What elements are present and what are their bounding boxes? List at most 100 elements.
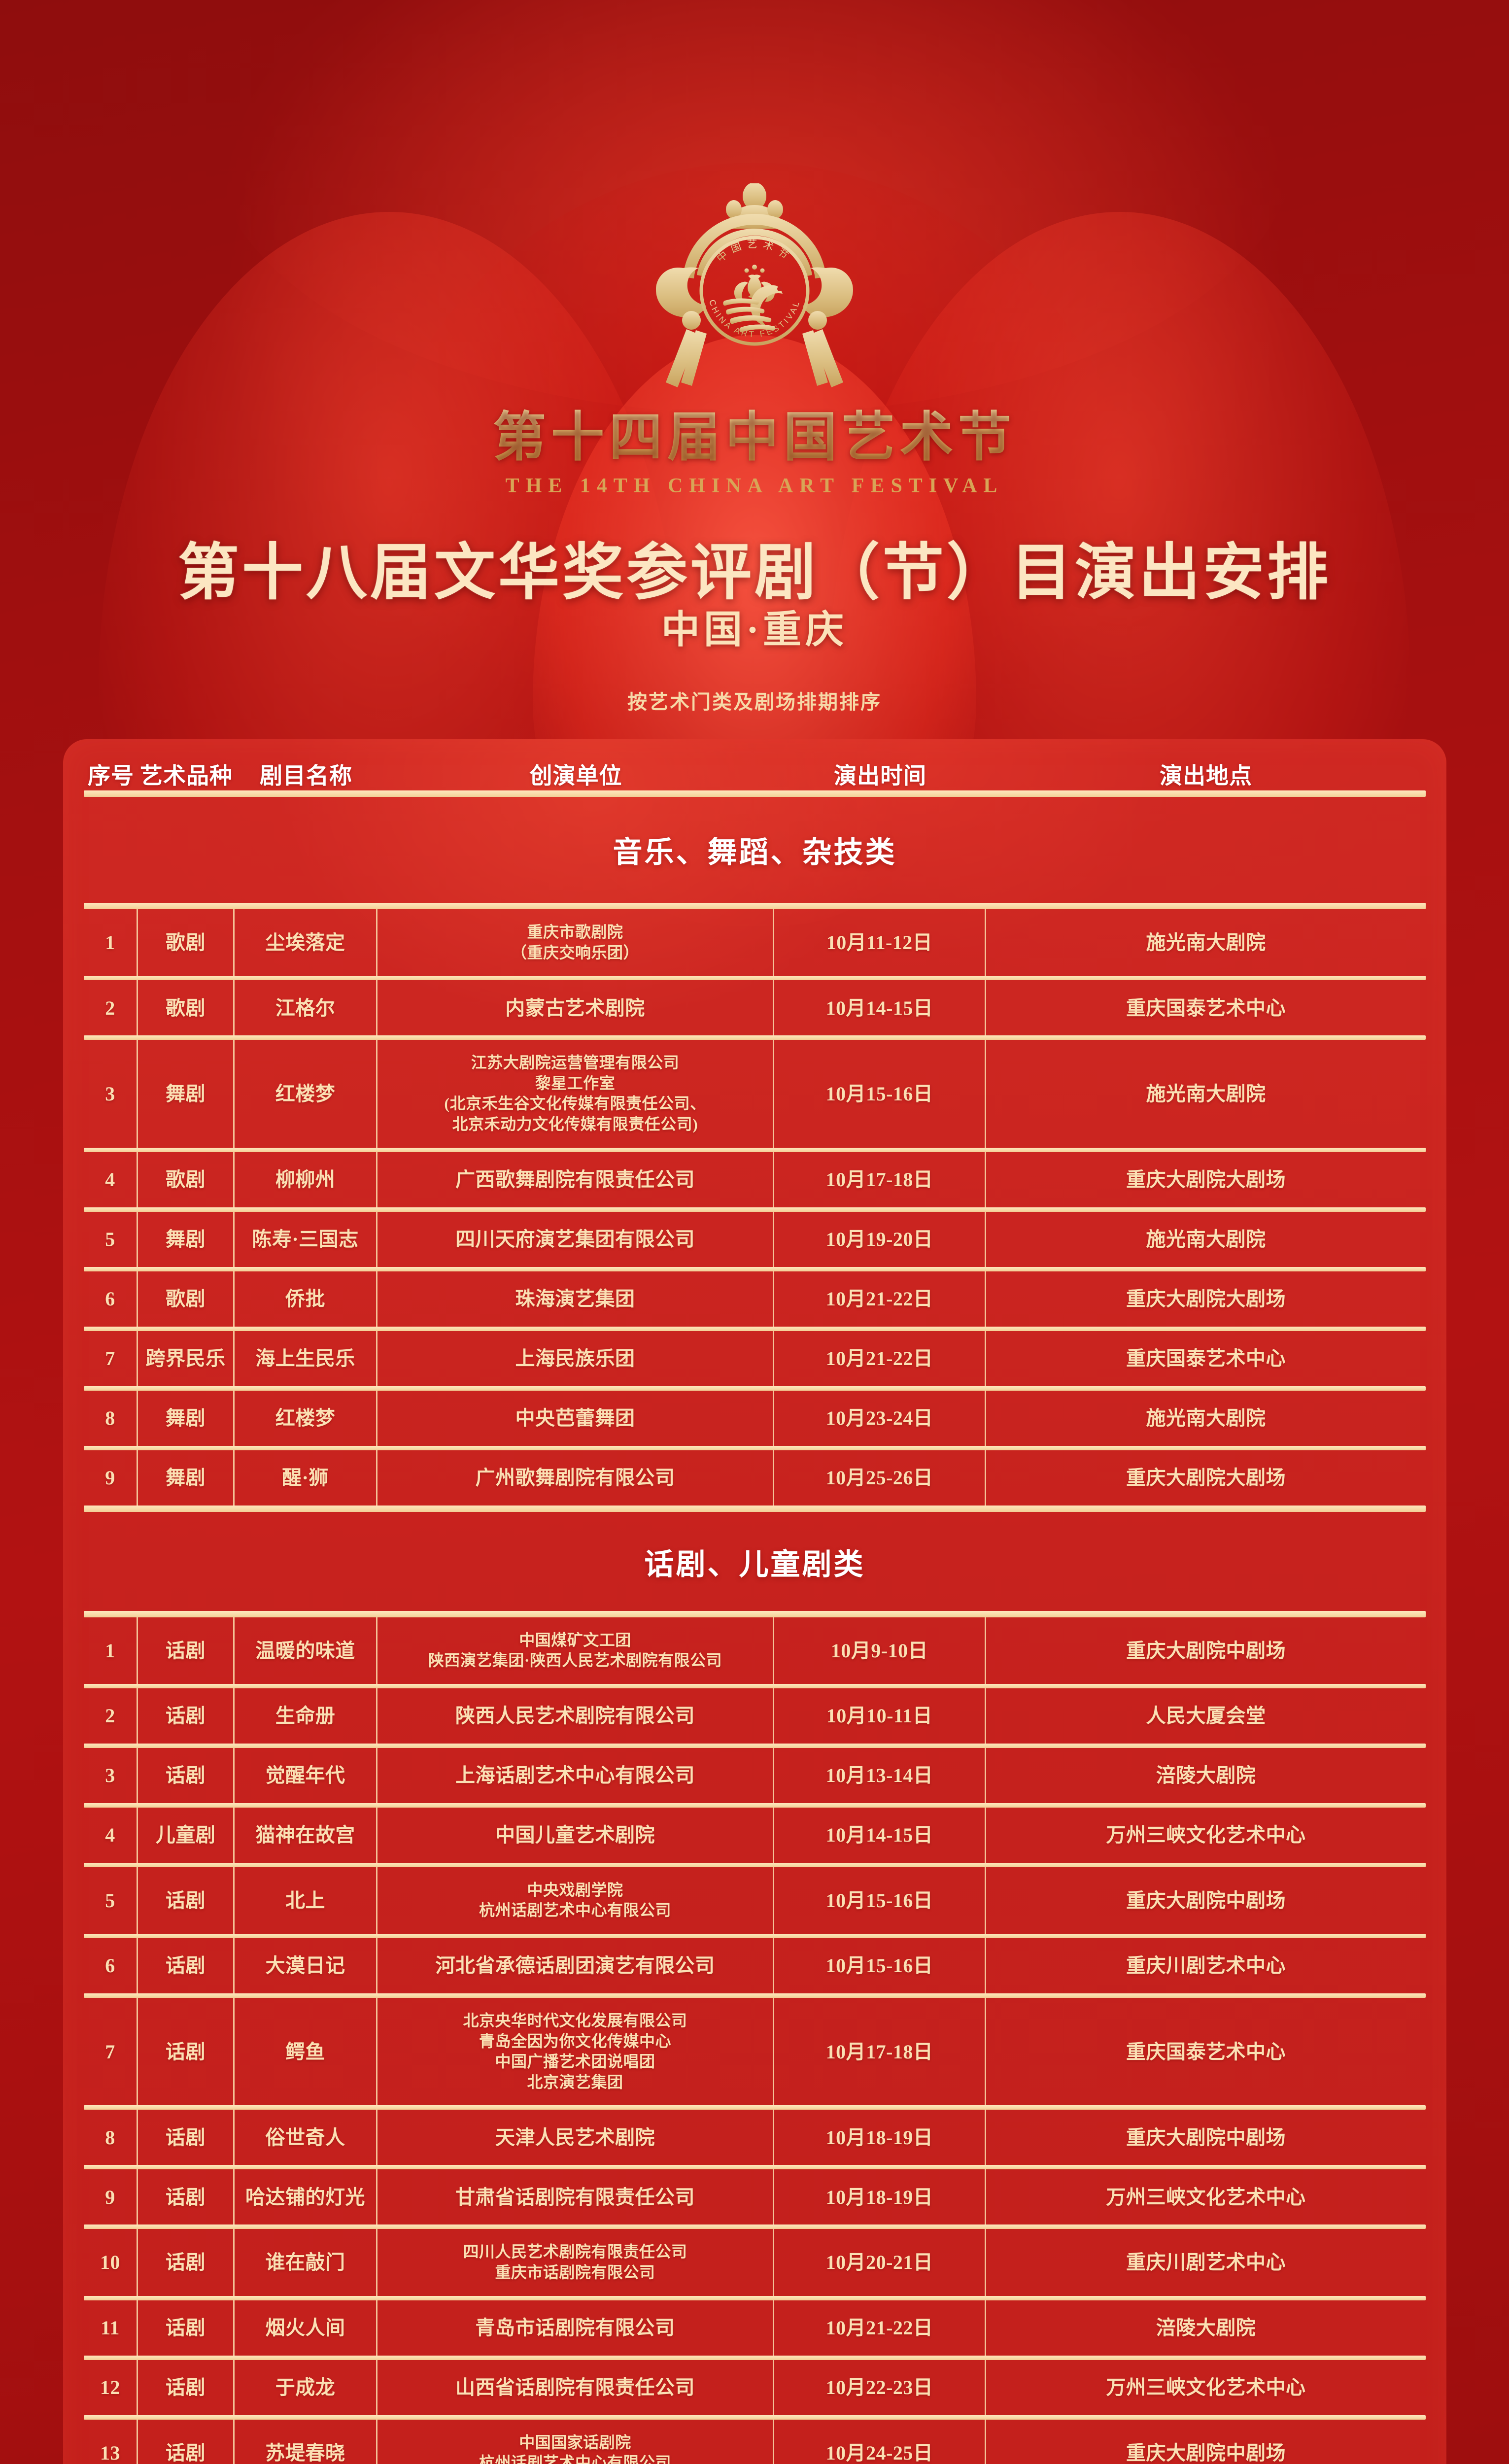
- cell-no: 1: [84, 1617, 138, 1684]
- cell-time: 10月17-18日: [774, 1997, 986, 2106]
- table-row: 9 舞剧 醒·狮 广州歌舞剧院有限公司 10月25-26日 重庆大剧院大剧场: [84, 1450, 1426, 1506]
- cell-no: 10: [84, 2229, 138, 2296]
- row-divider: [84, 976, 1426, 981]
- cell-genre: 舞剧: [138, 1040, 235, 1148]
- cell-name: 柳柳州: [235, 1152, 377, 1207]
- cell-no: 7: [84, 1331, 138, 1386]
- cell-no: 9: [84, 1450, 138, 1506]
- cell-name: 红楼梦: [235, 1390, 377, 1446]
- cell-genre: 歌剧: [138, 909, 235, 976]
- cell-time: 10月21-22日: [774, 2300, 986, 2356]
- festival-title-cn: 第十四届中国艺术节: [0, 394, 1509, 471]
- cell-venue: 涪陵大剧院: [1156, 2316, 1256, 2339]
- cell-time: 10月13-14日: [774, 1747, 986, 1803]
- cell-time: 10月9-10日: [774, 1617, 986, 1684]
- cell-genre: 话剧: [138, 2229, 235, 2296]
- cell-time: 10月10-11日: [774, 1688, 986, 1744]
- cell-unit: 中国儿童艺术剧院: [377, 1807, 774, 1863]
- cell-no: 1: [84, 909, 138, 976]
- cell-name: 于成龙: [235, 2360, 377, 2415]
- cell-name: 侨批: [235, 1271, 377, 1327]
- row-divider: [84, 2165, 1426, 2170]
- cell-time: 10月24-25日: [774, 2419, 986, 2464]
- cell-time: 10月21-22日: [774, 1331, 986, 1386]
- cell-genre: 话剧: [138, 2360, 235, 2415]
- col-header-unit: 创演单位: [529, 763, 622, 788]
- cell-genre: 话剧: [138, 2419, 235, 2464]
- row-divider: [84, 1266, 1426, 1271]
- row-divider: [84, 1326, 1426, 1331]
- schedule-panel: 序号 艺术品种 剧目名称 创演单位 演出时间 演出地点 音乐、舞蹈、杂技类 1 歌剧…: [63, 739, 1446, 2464]
- cell-genre: 话剧: [138, 1938, 235, 1993]
- cell-venue: 重庆大剧院大剧场: [1126, 1168, 1286, 1191]
- row-divider: [84, 2224, 1426, 2229]
- table-row: 7 跨界民乐 海上生民乐 上海民族乐团 10月21-22日 重庆国泰艺术中心: [84, 1331, 1426, 1386]
- cell-venue: 施光南大剧院: [1146, 1082, 1266, 1105]
- cell-time: 10月22-23日: [774, 2360, 986, 2415]
- cell-name: 尘埃落定: [235, 909, 377, 976]
- cell-name: 俗世奇人: [235, 2110, 377, 2165]
- row-divider: [84, 1862, 1426, 1867]
- cell-genre: 话剧: [138, 2169, 235, 2225]
- cell-time: 10月19-20日: [774, 1211, 986, 1267]
- sort-order-note: 按艺术门类及剧场排期排序: [627, 691, 882, 713]
- table-row: 11 话剧 烟火人间 青岛市话剧院有限公司 10月21-22日 涪陵大剧院: [84, 2300, 1426, 2356]
- cell-no: 8: [84, 2110, 138, 2165]
- cell-genre: 话剧: [138, 1688, 235, 1744]
- cell-venue: 重庆大剧院大剧场: [1126, 1287, 1286, 1310]
- table-row: 8 话剧 俗世奇人 天津人民艺术剧院 10月18-19日 重庆大剧院中剧场: [84, 2110, 1426, 2165]
- cell-time: 10月15-16日: [774, 1867, 986, 1934]
- cell-no: 8: [84, 1390, 138, 1446]
- cell-unit: 天津人民艺术剧院: [377, 2110, 774, 2165]
- cell-time: 10月23-24日: [774, 1390, 986, 1446]
- cell-unit: 中央戏剧学院 杭州话剧艺术中心有限公司: [377, 1867, 774, 1934]
- cell-name: 生命册: [235, 1688, 377, 1744]
- cell-unit: 广西歌舞剧院有限责任公司: [377, 1152, 774, 1207]
- cell-venue: 人民大厦会堂: [1146, 1705, 1266, 1727]
- cell-unit: 四川天府演艺集团有限公司: [377, 1211, 774, 1267]
- section-title: 音乐、舞蹈、杂技类: [613, 836, 897, 869]
- cell-name: 哈达铺的灯光: [235, 2169, 377, 2225]
- col-header-time: 演出时间: [834, 763, 926, 788]
- cell-no: 12: [84, 2360, 138, 2415]
- row-divider: [84, 1147, 1426, 1152]
- cell-genre: 话剧: [138, 1747, 235, 1803]
- row-divider: [84, 1386, 1426, 1391]
- cell-name: 江格尔: [235, 980, 377, 1036]
- cell-time: 10月11-12日: [774, 909, 986, 976]
- cell-unit: 四川人民艺术剧院有限责任公司 重庆市话剧院有限公司: [377, 2229, 774, 2296]
- cell-no: 5: [84, 1867, 138, 1934]
- cell-genre: 儿童剧: [138, 1807, 235, 1863]
- cell-venue: 施光南大剧院: [1146, 1406, 1266, 1429]
- cell-venue: 重庆国泰艺术中心: [1126, 2040, 1286, 2063]
- cell-name: 大漠日记: [235, 1938, 377, 1993]
- col-header-no: 序号: [88, 763, 134, 788]
- section-rows: 1 话剧 温暖的味道 中国煤矿文工团 陕西演艺集团·陕西人民艺术剧院有限公司 10月9-1…: [84, 1617, 1426, 2464]
- cell-venue: 重庆川剧艺术中心: [1126, 1954, 1286, 1977]
- cell-name: 温暖的味道: [235, 1617, 377, 1684]
- section-top-divider: [84, 1610, 1426, 1617]
- row-divider: [84, 1207, 1426, 1212]
- row-divider: [84, 2355, 1426, 2360]
- row-divider: [84, 2295, 1426, 2300]
- cell-no: 13: [84, 2419, 138, 2464]
- section-top-divider: [84, 903, 1426, 909]
- cell-venue: 施光南大剧院: [1146, 931, 1266, 954]
- table-row: 7 话剧 鳄鱼 北京央华时代文化发展有限公司 青岛全因为你文化传媒中心 中国广播艺术团说唱…: [84, 1997, 1426, 2106]
- cell-name: 烟火人间: [235, 2300, 377, 2356]
- cell-no: 4: [84, 1152, 138, 1207]
- cell-genre: 话剧: [138, 2110, 235, 2165]
- cell-genre: 话剧: [138, 1867, 235, 1934]
- page-title: 第十八届文华奖参评剧（节）目演出安排: [177, 539, 1331, 607]
- cell-time: 10月18-19日: [774, 2110, 986, 2165]
- festival-title-en: THE 14TH CHINA ART FESTIVAL: [505, 475, 1004, 497]
- row-divider: [84, 1445, 1426, 1450]
- row-divider: [84, 2105, 1426, 2110]
- cell-genre: 舞剧: [138, 1450, 235, 1506]
- cell-no: 3: [84, 1040, 138, 1148]
- row-divider: [84, 2415, 1426, 2420]
- cell-name: 红楼梦: [235, 1040, 377, 1148]
- cell-name: 苏堤春晓: [235, 2419, 377, 2464]
- cell-genre: 歌剧: [138, 980, 235, 1036]
- cell-name: 觉醒年代: [235, 1747, 377, 1803]
